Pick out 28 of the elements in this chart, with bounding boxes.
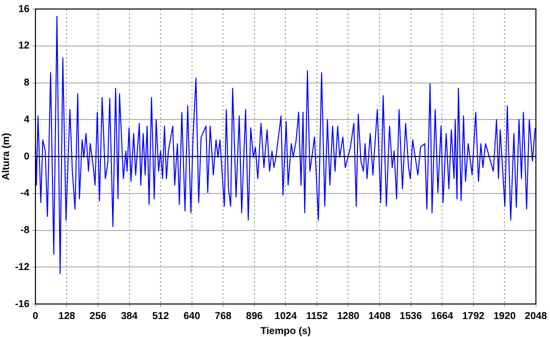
- x-tick-label: 896: [246, 310, 264, 322]
- x-tick-label: 2048: [524, 310, 548, 322]
- y-tick-label: 16: [18, 4, 30, 15]
- y-tick-label: -16: [15, 298, 30, 310]
- y-tick-label: -4: [20, 188, 30, 200]
- x-tick-label: 1920: [493, 310, 516, 322]
- y-tick-label: -8: [20, 225, 30, 236]
- x-tick-label: 1024: [274, 310, 298, 322]
- x-tick-label: 640: [183, 310, 201, 322]
- x-tick-label: 128: [58, 310, 76, 322]
- x-tick-label: 1152: [306, 310, 328, 322]
- x-tick-label: 768: [214, 310, 232, 322]
- x-tick-label: 384: [120, 310, 138, 322]
- x-tick-label: 1408: [368, 310, 392, 322]
- x-tick-label: 512: [152, 310, 170, 322]
- x-tick-label: 1664: [430, 310, 454, 322]
- y-tick-label: 8: [24, 78, 30, 88]
- y-axis-title: Altura (m): [0, 132, 12, 180]
- y-tick-label: 0: [24, 151, 30, 162]
- x-tick-label: 256: [90, 310, 107, 322]
- x-axis-title: Tiempo (s): [260, 326, 311, 337]
- x-tick-label: 1792: [462, 310, 485, 322]
- x-tick-label: 1280: [337, 310, 360, 322]
- x-tick-label: 0: [32, 310, 39, 322]
- y-tick-label: -12: [15, 262, 30, 273]
- x-tick-label: 1536: [400, 310, 422, 322]
- y-tick-label: 4: [24, 114, 30, 126]
- y-tick-label: 12: [18, 40, 30, 52]
